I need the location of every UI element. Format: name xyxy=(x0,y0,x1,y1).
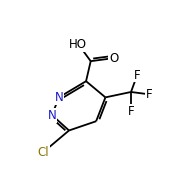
Text: F: F xyxy=(128,105,134,118)
Text: F: F xyxy=(145,88,152,101)
Text: F: F xyxy=(134,69,141,81)
Text: N: N xyxy=(55,91,63,104)
Text: Cl: Cl xyxy=(38,146,49,159)
Text: O: O xyxy=(109,52,119,65)
Text: HO: HO xyxy=(69,38,87,51)
Text: N: N xyxy=(48,108,56,122)
